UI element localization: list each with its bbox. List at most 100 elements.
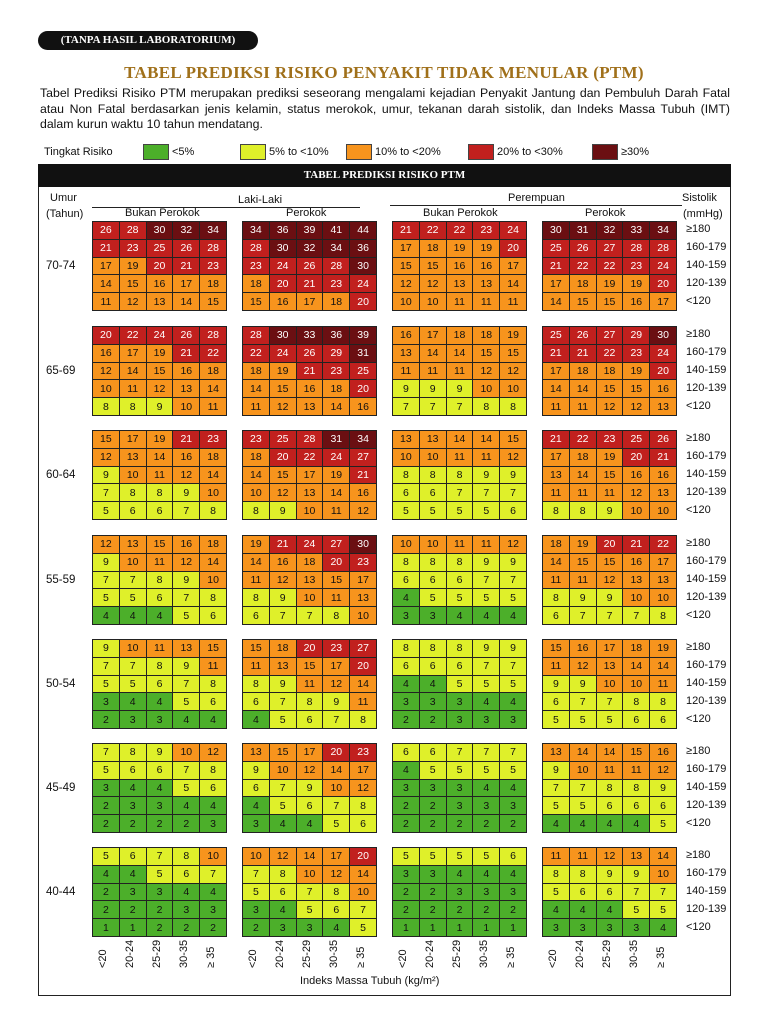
risk-cell: 23 — [200, 257, 226, 275]
risk-cell: 11 — [446, 536, 473, 553]
risk-cell: 3 — [419, 779, 446, 797]
risk-cell: 14 — [323, 761, 350, 779]
risk-cell: 11 — [93, 293, 119, 310]
risk-cell: 4 — [119, 693, 146, 711]
legend-item-1: <5% — [172, 146, 195, 158]
risk-cell: 11 — [543, 398, 569, 415]
risk-cell: 8 — [650, 607, 676, 624]
risk-cell: 2 — [173, 919, 200, 936]
risk-cell: 6 — [200, 693, 226, 711]
risk-cell: 10 — [269, 761, 296, 779]
risk-cell: 9 — [173, 657, 200, 675]
risk-cell: 24 — [650, 257, 676, 275]
risk-cell: 7 — [473, 657, 500, 675]
risk-cell: 30 — [269, 239, 296, 257]
risk-cell: 3 — [473, 711, 500, 728]
risk-cell: 12 — [146, 380, 173, 398]
risk-cell: 14 — [200, 553, 226, 571]
risk-cell: 22 — [296, 448, 323, 466]
risk-cell: 30 — [350, 536, 376, 553]
risk-cell: 13 — [623, 848, 650, 865]
risk-cell: 18 — [243, 275, 269, 293]
risk-cell: 8 — [419, 466, 446, 484]
risk-cell: 2 — [93, 901, 119, 919]
systolic-label: <120 — [686, 713, 711, 725]
risk-cell: 4 — [500, 693, 526, 711]
table-title: TABEL PREDIKSI RISIKO PTM — [38, 164, 731, 187]
risk-cell: 25 — [269, 431, 296, 448]
male-divider — [92, 207, 360, 208]
risk-cell: 8 — [119, 744, 146, 761]
risk-cell: 9 — [596, 865, 623, 883]
systolic-label: 140-159 — [686, 573, 727, 585]
legend-swatch-1 — [143, 144, 169, 160]
risk-cell: 7 — [473, 571, 500, 589]
risk-cell: 6 — [119, 761, 146, 779]
risk-cell: 24 — [146, 327, 173, 344]
risk-cell: 7 — [596, 607, 623, 624]
risk-cell: 3 — [146, 797, 173, 815]
risk-cell: 5 — [146, 865, 173, 883]
risk-cell: 9 — [146, 744, 173, 761]
description: Tabel Prediksi Risiko PTM merupakan pred… — [40, 86, 730, 131]
risk-cell: 15 — [419, 257, 446, 275]
risk-cell: 20 — [596, 536, 623, 553]
risk-cell: 3 — [446, 693, 473, 711]
risk-cell: 10 — [650, 502, 676, 519]
risk-cell: 2 — [146, 901, 173, 919]
risk-cell: 8 — [500, 398, 526, 415]
risk-cell: 14 — [93, 275, 119, 293]
legend-item-2: 5% to <10% — [269, 146, 329, 158]
risk-cell: 22 — [200, 344, 226, 362]
risk-cell: 24 — [269, 257, 296, 275]
risk-cell: 14 — [500, 275, 526, 293]
risk-cell: 2 — [146, 919, 173, 936]
risk-cell: 14 — [323, 398, 350, 415]
risk-cell: 18 — [200, 362, 226, 380]
risk-cell: 8 — [243, 675, 269, 693]
risk-cell: 13 — [543, 466, 569, 484]
risk-cell: 16 — [93, 344, 119, 362]
risk-cell: 14 — [569, 380, 596, 398]
risk-cell: 14 — [296, 848, 323, 865]
systolic-label: 160-179 — [686, 450, 727, 462]
risk-cell: 14 — [243, 380, 269, 398]
risk-grid-smoker-male: 10 12 14 17 20 7 8 10 12 14 5 6 7 8 10 3 4 5 6 7 2 3 3 4 5 — [242, 847, 377, 937]
risk-cell: 10 — [119, 466, 146, 484]
risk-cell: 17 — [296, 744, 323, 761]
risk-cell: 8 — [323, 607, 350, 624]
bmi-label: 30-35 — [478, 939, 490, 968]
risk-cell: 15 — [623, 744, 650, 761]
risk-cell: 18 — [543, 536, 569, 553]
risk-cell: 24 — [323, 448, 350, 466]
risk-cell: 8 — [119, 398, 146, 415]
risk-cell: 7 — [323, 797, 350, 815]
risk-cell: 10 — [296, 589, 323, 607]
page-title: TABEL PREDIKSI RISIKO PENYAKIT TIDAK MEN… — [124, 63, 644, 82]
systolic-label: 140-159 — [686, 364, 727, 376]
risk-grid-smoker-female: 18 19 20 21 22 14 15 15 16 17 11 11 12 13 13 8 9 9 10 10 6 7 7… — [542, 535, 677, 625]
risk-cell: 6 — [596, 797, 623, 815]
risk-cell: 12 — [350, 502, 376, 519]
risk-cell: 13 — [393, 344, 419, 362]
risk-cell: 23 — [323, 640, 350, 657]
risk-cell: 32 — [296, 239, 323, 257]
risk-cell: 9 — [569, 589, 596, 607]
risk-cell: 11 — [323, 589, 350, 607]
risk-cell: 2 — [393, 883, 419, 901]
bmi-label: 20-24 — [574, 939, 586, 968]
risk-cell: 7 — [543, 779, 569, 797]
risk-cell: 18 — [569, 275, 596, 293]
risk-cell: 13 — [650, 484, 676, 502]
risk-cell: 5 — [446, 502, 473, 519]
risk-cell: 16 — [296, 380, 323, 398]
risk-cell: 10 — [200, 571, 226, 589]
risk-cell: 28 — [323, 257, 350, 275]
bmi-label: ≥ 35 — [205, 946, 217, 968]
risk-cell: 7 — [650, 883, 676, 901]
risk-cell: 13 — [350, 589, 376, 607]
risk-cell: 26 — [93, 222, 119, 239]
header-umur: Umur — [50, 192, 77, 204]
risk-cell: 4 — [596, 901, 623, 919]
risk-cell: 11 — [596, 484, 623, 502]
